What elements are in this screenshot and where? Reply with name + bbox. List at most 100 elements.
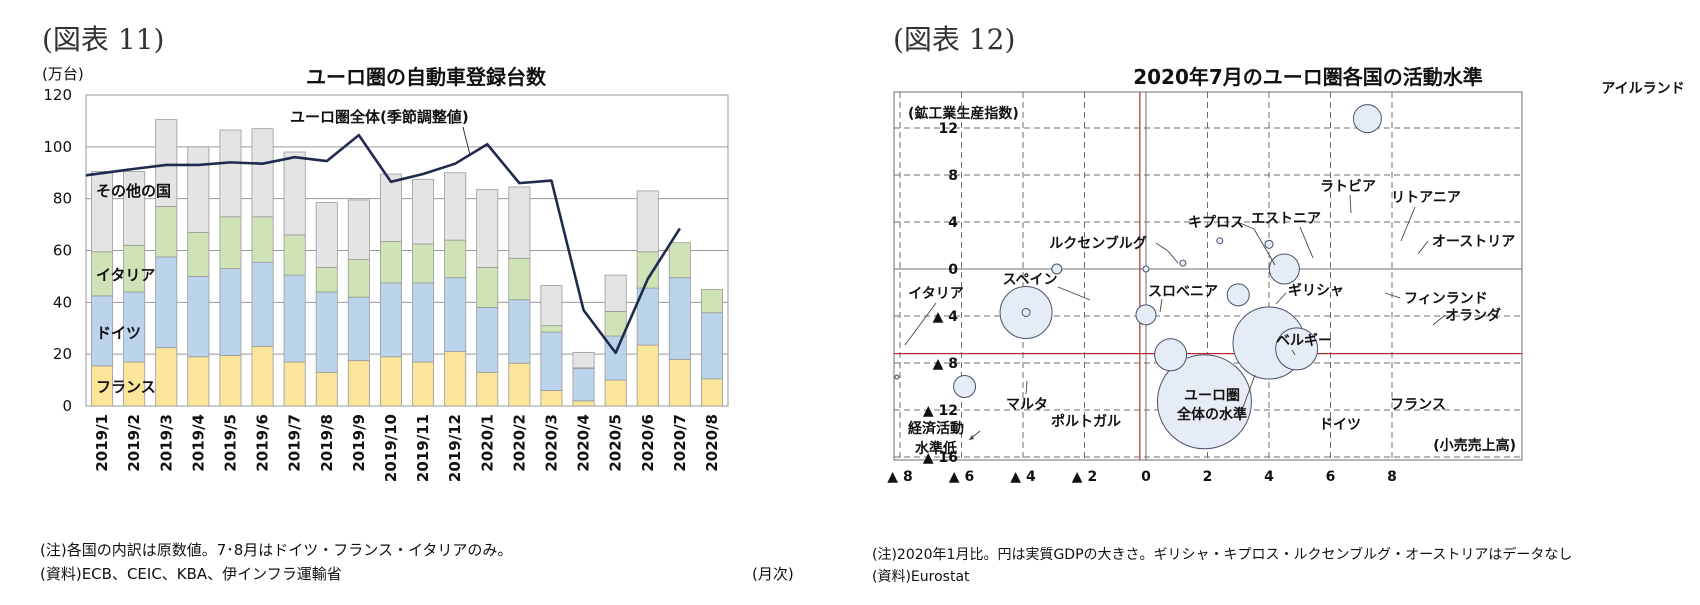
bar-segment (412, 243, 435, 284)
bar-segment (347, 296, 370, 362)
bar-segment (91, 171, 114, 253)
label-leader (1417, 240, 1429, 255)
bar-segment (347, 360, 370, 407)
bubble (1135, 304, 1157, 326)
bar-segment (155, 206, 178, 258)
y-tick-label: 60 (53, 242, 72, 260)
y-tick-label: 4 (948, 215, 958, 231)
bubble (1275, 327, 1319, 371)
bar-segment (251, 261, 274, 347)
series-label: その他の国 (96, 182, 171, 200)
bar-segment (444, 277, 467, 352)
bar-segment (187, 356, 210, 407)
bar-segment (540, 325, 563, 333)
bar-segment (700, 378, 723, 407)
x-tick-label: 2019/3 (157, 414, 175, 472)
x-tick-label: 2019/7 (286, 414, 304, 472)
left-note: (注)各国の内訳は原数値。7･8月はドイツ・フランス・イタリアのみ。 (40, 541, 513, 559)
x-tick-label: 2 (1203, 469, 1213, 485)
bar-segment (476, 266, 499, 308)
x-tick-label: 2019/10 (382, 414, 400, 482)
line-annotation: ユーロ圏全体(季節調整値) (290, 108, 471, 156)
label-leader (1299, 226, 1314, 259)
bar-segment (251, 216, 274, 263)
x-tick-label: 2020/6 (639, 414, 657, 472)
y-tick-label: 0 (62, 397, 72, 415)
bar-segment (668, 242, 691, 279)
y-tick-label: 0 (948, 262, 958, 278)
bar-segment (412, 361, 435, 407)
bubble (1051, 263, 1063, 275)
bar-segment (379, 356, 402, 407)
country-label: フィンランド (1404, 291, 1488, 307)
bar-segment (187, 146, 210, 233)
label-leader (1241, 374, 1256, 411)
country-label: ルクセンブルグ (1049, 235, 1147, 252)
bar-segment (155, 347, 178, 407)
corner-arrow-head (969, 435, 974, 440)
x-tick-label: 2020/7 (671, 414, 689, 472)
country-label: ギリシャ (1288, 282, 1344, 299)
registrations-bar-chart: ユーロ圏の自動車登録台数 (万台) 0 20 40 60 80 100 120 2019/1… (42, 65, 729, 482)
bar-segment (700, 312, 723, 380)
corner-label: 経済活動 (908, 420, 964, 437)
x-tick-label: 2019/6 (254, 414, 272, 472)
bar-segment (315, 202, 338, 268)
bar-segment (283, 361, 306, 407)
label-leader (1349, 194, 1352, 214)
x-tick-label: ▲ 4 (1010, 469, 1036, 485)
y-tick-label: 100 (43, 138, 72, 156)
bar-segment (604, 274, 627, 312)
bar-segment (572, 368, 595, 402)
x-tick-label: 2019/8 (318, 414, 336, 472)
bar-segment (412, 282, 435, 363)
bar-segment (604, 379, 627, 407)
country-label: ラトビア (1320, 179, 1376, 195)
bar-segment (219, 268, 242, 356)
stacked-bars (91, 119, 723, 407)
bar-segment (508, 299, 531, 364)
bar-segment (476, 371, 499, 407)
x-tick-label: 2019/12 (446, 414, 464, 482)
reference-label: ユーロ圏 (1184, 388, 1240, 404)
country-label: ドイツ (1319, 417, 1361, 433)
y-tick-labels: 0 20 40 60 80 100 120 (43, 86, 72, 415)
bar-segment (283, 151, 306, 236)
bubble (1352, 104, 1382, 134)
x-tick-label: 2020/8 (703, 414, 721, 472)
country-label: エストニア (1251, 211, 1321, 227)
activity-bubble-chart: 2020年7月のユーロ圏各国の活動水準 アイルランドラトビアリトアニアオーストリ… (887, 65, 1684, 485)
bubble (1179, 259, 1187, 267)
y-tick-label: 20 (53, 345, 72, 363)
bar-segment (476, 307, 499, 373)
x-tick-label: ▲ 2 (1072, 469, 1097, 485)
bar-segment (123, 171, 146, 246)
label-leader (1384, 292, 1401, 299)
country-label: ポルトガル (1051, 413, 1121, 430)
right-figure-label: (図表 12) (893, 23, 1016, 56)
x-tick-label: 2019/9 (350, 414, 368, 472)
y-tick-label: ▲ 16 (923, 450, 958, 466)
bubble (1154, 338, 1188, 372)
country-label: スロベニア (1148, 284, 1218, 300)
x-tick-label: 6 (1326, 469, 1336, 485)
label-leader (904, 302, 937, 346)
label-leader (1167, 250, 1179, 264)
x-tick-label: 2019/5 (221, 414, 239, 472)
country-label: イタリア (908, 286, 963, 302)
bar-segment (572, 400, 595, 407)
x-tick-labels: 2019/1 2019/2 2019/3 2019/4 2019/5 2019/6 2019… (93, 414, 721, 482)
bubble (1226, 283, 1250, 307)
x-tick-label: 2020/2 (510, 414, 528, 472)
label-leader (1275, 292, 1287, 305)
country-label: フランス (1390, 397, 1446, 413)
chart-title: ユーロ圏の自動車登録台数 (306, 65, 547, 89)
bar-segment (476, 189, 499, 268)
bar-segment (540, 331, 563, 391)
x-tick-label: 2020/3 (542, 414, 560, 472)
label-leader (1159, 298, 1163, 313)
line-label-leader (462, 126, 471, 156)
